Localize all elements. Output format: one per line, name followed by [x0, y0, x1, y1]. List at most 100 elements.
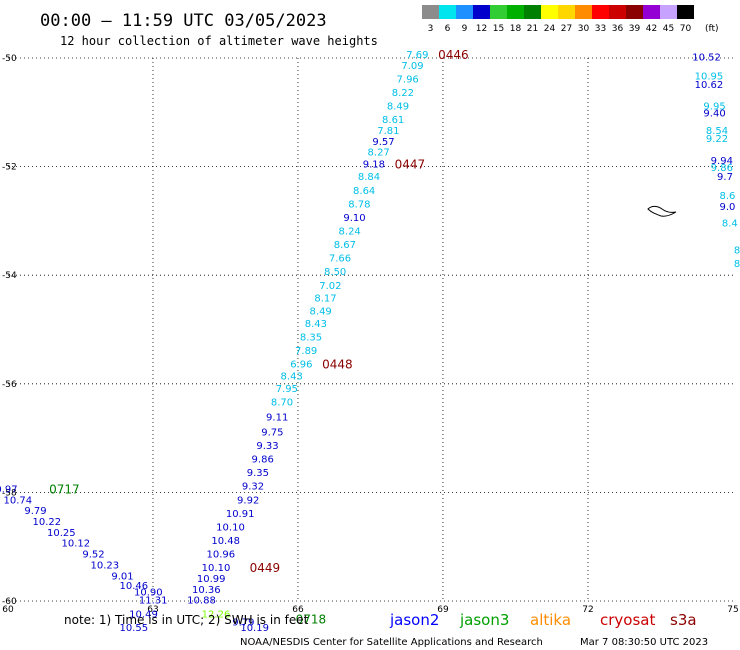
wave-height-value: 10.49 [129, 609, 158, 620]
legend-swatch [490, 5, 507, 19]
legend-label: 33 [595, 24, 606, 34]
map-subtitle: 12 hour collection of altimeter wave hei… [60, 34, 378, 48]
lon-tick-label: 72 [582, 605, 593, 615]
wave-height-value: 9.92 [237, 495, 259, 506]
wave-height-value: 10.10 [202, 563, 231, 574]
wave-height-value: 8.6 [719, 191, 735, 202]
wave-height-value: 8.4 [722, 218, 738, 229]
legend-label: 30 [578, 24, 590, 34]
pass-time-label: 0447 [395, 158, 426, 172]
wave-height-value: 8.70 [271, 398, 293, 409]
wave-height-value: 6.96 [290, 360, 312, 371]
wave-height-value: 7.09 [401, 61, 423, 72]
legend-label: 39 [629, 24, 641, 34]
wave-height-value: 8.43 [305, 319, 327, 330]
wave-height-value: 9.0 [719, 202, 735, 213]
pass-time-label: 0718 [296, 613, 327, 627]
island-outline [647, 205, 677, 217]
wave-height-value: 9.40 [703, 109, 725, 120]
wave-height-value: 10.23 [91, 560, 120, 571]
legend-label: 27 [561, 24, 572, 34]
wave-height-value: 10.25 [47, 528, 76, 539]
legend-swatch [609, 5, 626, 19]
wave-height-value: 9.57 [372, 137, 394, 148]
legend-label: 45 [663, 24, 674, 34]
wave-height-value: 10.19 [240, 623, 269, 634]
lon-tick-label: 60 [2, 605, 14, 615]
pass-time-label: 0446 [438, 48, 469, 62]
wave-height-value: 8.35 [300, 332, 322, 343]
wave-height-value: 8.67 [334, 240, 356, 251]
legend-label: 42 [646, 24, 657, 34]
wave-height-value: 10.10 [216, 522, 245, 533]
legend-label: 36 [612, 24, 624, 34]
wave-height-value: 8.27 [368, 148, 390, 159]
legend-label: 15 [493, 24, 504, 34]
wave-height-value: 9.35 [247, 468, 269, 479]
wave-height-value: 7.89 [295, 346, 317, 357]
legend-swatch [422, 5, 439, 19]
wave-height-value: 10.99 [197, 574, 226, 585]
wave-height-value: 9.11 [266, 413, 288, 424]
wave-height-value: 10.46 [120, 581, 149, 592]
mission-jason3: jason3 [459, 611, 509, 629]
legend-label: 18 [510, 24, 522, 34]
legend-label: 3 [428, 24, 434, 34]
wave-height-value: 10.62 [695, 80, 724, 91]
wave-height-value: 10.48 [211, 536, 240, 547]
lat-tick-label: -58 [2, 488, 17, 498]
wave-height-value: 9.86 [711, 163, 733, 174]
legend-swatch [592, 5, 609, 19]
lat-tick-label: -50 [2, 54, 17, 64]
wave-height-value: 9.86 [252, 455, 274, 466]
wave-height-value: 10.90 [134, 588, 163, 599]
pass-time-label: 0448 [322, 358, 353, 372]
legend-swatch [439, 5, 456, 19]
wave-height-value: 8.64 [353, 186, 375, 197]
lon-tick-label: 63 [147, 605, 158, 615]
wave-height-value: 9.32 [242, 482, 264, 493]
wave-height-value: 10.12 [62, 539, 91, 550]
legend-unit: (ft) [705, 24, 719, 34]
mission-altika: altika [530, 611, 571, 629]
legend-swatch [524, 5, 541, 19]
pass-time-label: 0717 [49, 482, 80, 496]
wave-height-value: 8.61 [382, 115, 404, 126]
wave-height-value: 8.54 [706, 126, 728, 137]
legend-label: 21 [527, 24, 538, 34]
wave-height-value: 9.75 [261, 427, 283, 438]
lon-tick-label: 66 [292, 605, 304, 615]
lat-tick-label: -56 [2, 380, 17, 390]
legend-label: 6 [445, 24, 451, 34]
wave-height-values: 7.697.09 7.96 8.22 8.49 8.617.819.578.279.18… [0, 50, 740, 634]
wave-height-value: 9.7 [717, 172, 733, 183]
mission-jason2: jason2 [389, 611, 439, 629]
lon-tick-label: 69 [437, 605, 449, 615]
wave-height-value: 8 [734, 245, 740, 256]
wave-height-value: 7.95 [276, 384, 298, 395]
wave-height-value: 8 [734, 259, 740, 270]
wave-height-value: 10.95 [695, 72, 724, 83]
pass-time-label: 0449 [250, 561, 281, 575]
wave-height-value: 8.49 [310, 306, 332, 317]
wave-height-value: 8.78 [348, 199, 370, 210]
wave-height-value: 7.69 [406, 50, 428, 61]
axis-tick-labels: 60 63 66 69 72 75 -50 -52 -54 -56 -58 -60 [2, 54, 739, 615]
legend-swatch [575, 5, 592, 19]
wave-height-value: 8.49 [387, 102, 409, 113]
wave-height-value: 8.84 [358, 172, 380, 183]
lon-tick-label: 75 [727, 605, 738, 615]
legend-swatch [677, 5, 694, 19]
mission-s3a: s3a [670, 611, 697, 629]
wave-height-value: 9.79 [24, 506, 46, 517]
pass-time-labels: 0446 0447 0448 0449 0717 0718 [49, 48, 469, 627]
legend-label: 24 [544, 24, 556, 34]
wave-height-value: 10.88 [187, 596, 216, 607]
wave-height-value: 8.43 [281, 371, 303, 382]
mission-cryosat: cryosat [600, 611, 655, 629]
footer-note: note: 1) Time is in UTC; 2) SWH is in fe… [64, 613, 309, 627]
lat-tick-label: -54 [2, 271, 17, 281]
wave-height-value: 7.96 [397, 74, 419, 85]
wave-height-value: 10.52 [692, 53, 721, 64]
wave-height-value: 9.10 [343, 213, 365, 224]
